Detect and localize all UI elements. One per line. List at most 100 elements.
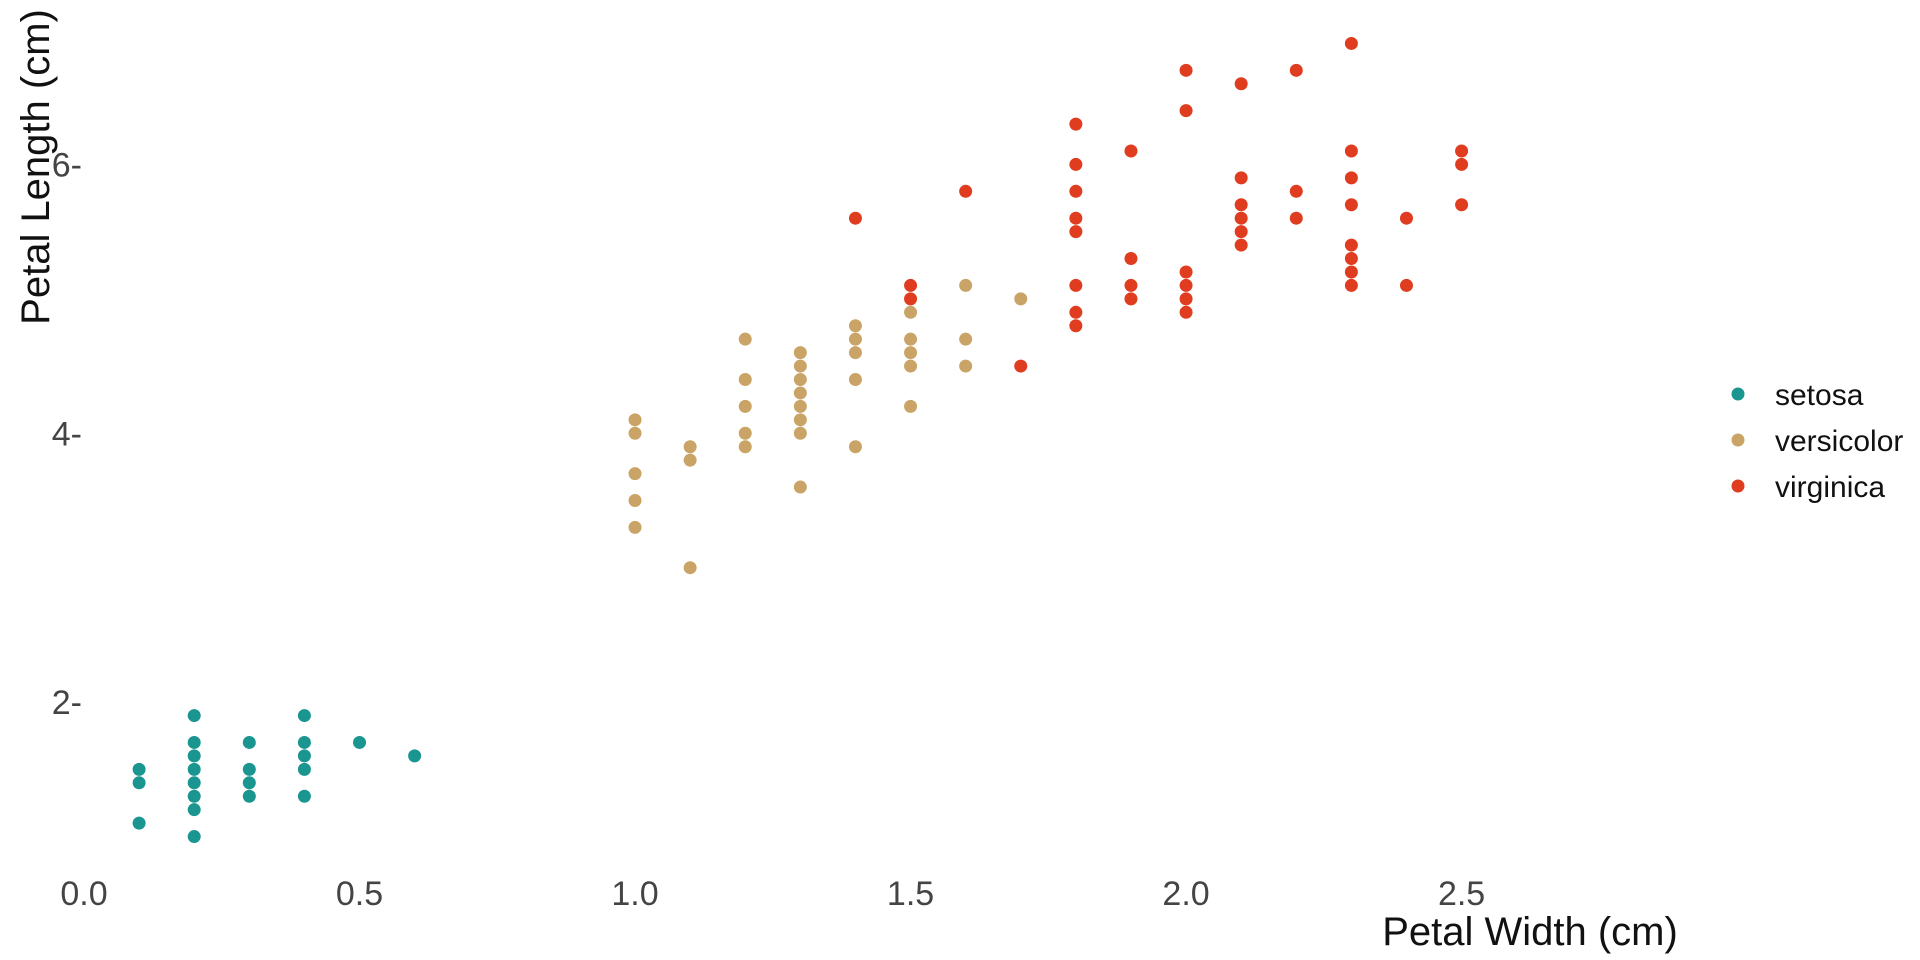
data-point-virginica (1399, 278, 1413, 292)
data-point-virginica (1234, 225, 1248, 239)
y-tick-label: 6- (52, 146, 82, 184)
data-point-versicolor (959, 359, 973, 373)
data-point-virginica (1344, 144, 1358, 158)
data-point-versicolor (628, 520, 642, 534)
legend-item-versicolor: versicolor (1731, 425, 1903, 458)
data-point-virginica (1124, 252, 1138, 266)
data-point-versicolor (683, 453, 697, 467)
data-points (132, 36, 1469, 844)
data-point-virginica (1344, 265, 1358, 279)
data-point-versicolor (628, 493, 642, 507)
data-point-versicolor (848, 332, 862, 346)
data-point-setosa (353, 735, 367, 749)
data-point-versicolor (628, 413, 642, 427)
data-point-versicolor (683, 561, 697, 575)
data-point-virginica (1344, 278, 1358, 292)
data-point-setosa (187, 762, 201, 776)
data-point-setosa (242, 762, 256, 776)
data-point-setosa (242, 789, 256, 803)
data-point-virginica (1179, 278, 1193, 292)
x-tick-labels: 0.0 0.5 1.0 1.5 2.0 2.5 (60, 875, 1485, 913)
data-point-virginica (1069, 278, 1083, 292)
legend: setosa versicolor virginica (1731, 379, 1903, 504)
data-point-versicolor (904, 346, 918, 360)
x-tick-label: 2.5 (1438, 875, 1485, 913)
data-point-setosa (132, 776, 146, 790)
data-point-versicolor (904, 305, 918, 319)
data-point-versicolor (738, 373, 752, 387)
data-point-versicolor (738, 332, 752, 346)
y-tick-label: 2- (52, 684, 82, 722)
x-tick-label: 2.0 (1162, 875, 1209, 913)
data-point-virginica (1179, 265, 1193, 279)
data-point-versicolor (628, 426, 642, 440)
data-point-setosa (132, 816, 146, 830)
data-point-versicolor (848, 319, 862, 333)
data-point-virginica (1455, 144, 1469, 158)
data-point-setosa (187, 749, 201, 763)
data-point-setosa (187, 776, 201, 790)
data-point-setosa (297, 749, 311, 763)
x-tick-label: 0.5 (336, 875, 383, 913)
legend-label-versicolor: versicolor (1775, 425, 1903, 458)
legend-key-setosa (1731, 387, 1745, 401)
data-point-setosa (297, 789, 311, 803)
legend-key-virginica (1731, 479, 1745, 493)
data-point-virginica (1069, 117, 1083, 131)
x-axis-title: Petal Width (cm) (1382, 910, 1678, 954)
data-point-virginica (1455, 157, 1469, 171)
y-tick-label: 4- (52, 415, 82, 453)
data-point-virginica (959, 184, 973, 198)
x-tick-label: 1.5 (887, 875, 934, 913)
data-point-virginica (904, 278, 918, 292)
y-tick-labels: 2- 4- 6- (52, 146, 82, 722)
data-point-versicolor (793, 399, 807, 413)
y-axis-title: Petal Length (cm) (14, 9, 58, 325)
data-point-virginica (904, 292, 918, 306)
data-point-versicolor (904, 399, 918, 413)
series-versicolor (628, 278, 1028, 575)
data-point-versicolor (793, 413, 807, 427)
x-tick-label: 0.0 (60, 875, 107, 913)
data-point-versicolor (793, 359, 807, 373)
data-point-versicolor (848, 373, 862, 387)
data-point-versicolor (959, 332, 973, 346)
data-point-virginica (1344, 171, 1358, 185)
data-point-versicolor (738, 426, 752, 440)
data-point-virginica (848, 211, 862, 225)
data-point-setosa (187, 709, 201, 723)
data-point-versicolor (628, 467, 642, 481)
legend-label-setosa: setosa (1775, 379, 1864, 412)
data-point-versicolor (904, 359, 918, 373)
data-point-versicolor (793, 386, 807, 400)
data-point-versicolor (793, 426, 807, 440)
data-point-versicolor (738, 440, 752, 454)
data-point-versicolor (848, 346, 862, 360)
data-point-versicolor (683, 440, 697, 454)
data-point-virginica (1014, 359, 1028, 373)
data-point-versicolor (848, 440, 862, 454)
data-point-virginica (1124, 144, 1138, 158)
data-point-versicolor (904, 332, 918, 346)
data-point-virginica (1069, 305, 1083, 319)
data-point-versicolor (793, 373, 807, 387)
data-point-versicolor (959, 278, 973, 292)
data-point-setosa (297, 735, 311, 749)
data-point-virginica (1234, 238, 1248, 252)
data-point-virginica (1069, 184, 1083, 198)
data-point-virginica (1344, 36, 1358, 50)
data-point-virginica (1455, 198, 1469, 212)
data-point-virginica (1234, 77, 1248, 91)
data-point-virginica (1069, 211, 1083, 225)
data-point-virginica (1234, 211, 1248, 225)
legend-key-versicolor (1731, 433, 1745, 447)
x-tick-label: 1.0 (611, 875, 658, 913)
data-point-virginica (1344, 252, 1358, 266)
data-point-setosa (242, 776, 256, 790)
data-point-virginica (1179, 104, 1193, 118)
data-point-setosa (408, 749, 422, 763)
data-point-virginica (1289, 63, 1303, 77)
data-point-virginica (1069, 157, 1083, 171)
data-point-virginica (1234, 198, 1248, 212)
